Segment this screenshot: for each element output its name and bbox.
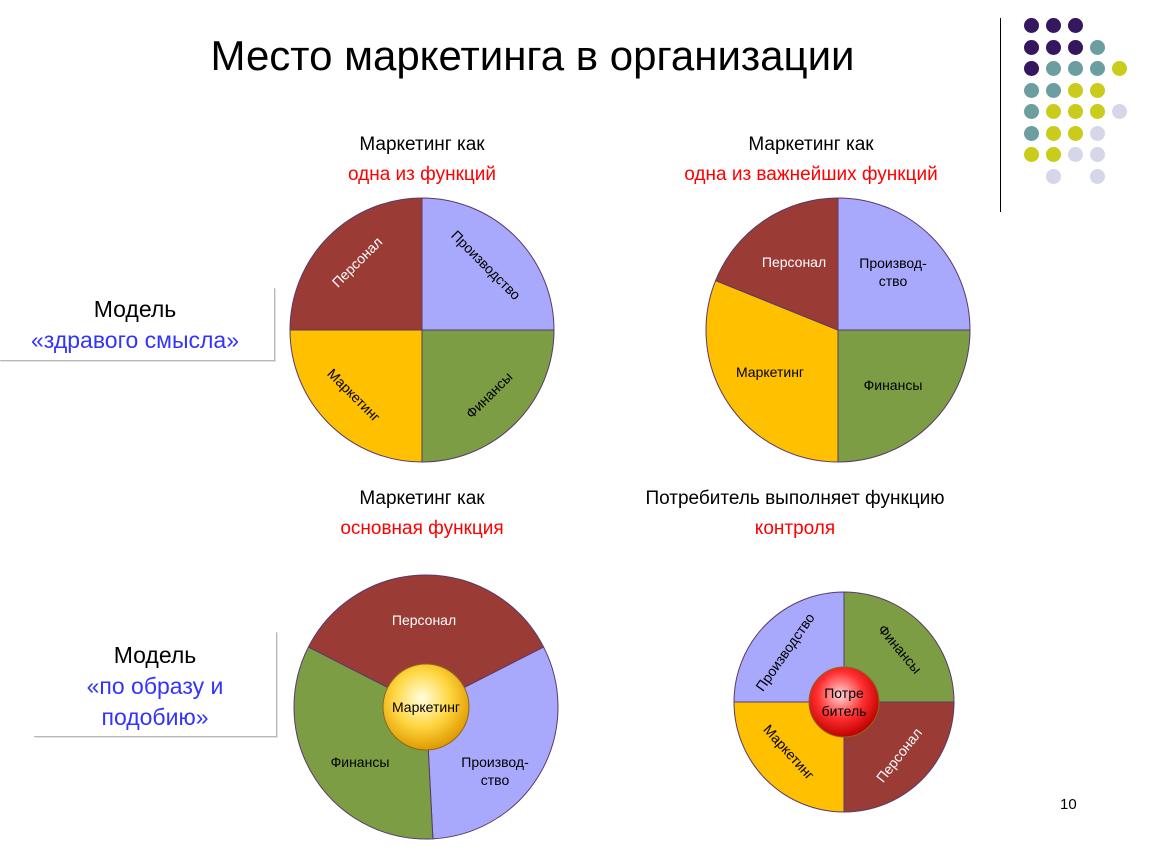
decoration-dot: [1090, 168, 1105, 184]
decoration-dot: [1024, 82, 1039, 98]
decoration-dot: [1046, 168, 1061, 184]
model-1-box: [0, 288, 275, 361]
diagram-3-label-personnel: Персонал: [392, 612, 456, 628]
diagram-2-slice-marketing: [705, 279, 839, 463]
diagram-3-caption-line1: Маркетинг как: [359, 488, 485, 509]
page-number: 10: [1060, 796, 1077, 813]
model-2-line1: Модель: [113, 642, 197, 668]
diagram-2-slice-finance: [837, 329, 971, 463]
decoration-dot: [1024, 39, 1039, 55]
decoration-dot: [1024, 104, 1039, 119]
decoration-dot: [1068, 18, 1083, 33]
decoration-dot: [1046, 125, 1061, 141]
decoration-dot: [1068, 61, 1083, 76]
diagram-4-slice-marketing: [733, 701, 845, 813]
decoration-dot: [1090, 82, 1105, 98]
decoration-dot: [1024, 147, 1039, 162]
diagram-1-slice-personnel: [289, 197, 423, 331]
diagram-1-slice-marketing: [289, 329, 423, 463]
model-2-box: [34, 632, 277, 737]
divider-line: [1000, 18, 1001, 212]
diagram-2-label-finance: Финансы: [864, 377, 923, 393]
decoration-dot: [1046, 104, 1061, 119]
decoration-dot: [1068, 125, 1083, 141]
model-1-line2: «здравого смысла»: [31, 327, 239, 353]
decoration-dot: [1024, 18, 1039, 33]
diagram-4-label-consumer: Потре битель: [822, 685, 867, 719]
decoration-dot: [1068, 39, 1083, 55]
decoration-dot: [1090, 147, 1105, 162]
diagram-2-slice-production: [837, 197, 971, 331]
diagram-3-label-marketing: Маркетинг: [392, 699, 460, 715]
diagram-4-center-consumer: [808, 666, 880, 738]
diagram-4-caption-line1: Потребитель выполняет функцию: [645, 488, 945, 509]
diagram-2-label-marketing: Маркетинг: [736, 364, 804, 380]
diagram-3-label-finance: Финансы: [331, 754, 390, 770]
diagram-2-caption-line2: одна из важнейших функций: [684, 164, 938, 185]
decoration-dot: [1046, 147, 1061, 162]
decoration-dot: [1046, 18, 1061, 33]
diagram-4-caption: Потребитель выполняет функцию контроля: [600, 484, 990, 544]
decoration-dot: [1024, 61, 1039, 76]
decoration-dot: [1112, 61, 1127, 76]
diagram-3-caption: Маркетинг как основная функция: [272, 484, 572, 544]
diagram-1-slice-production: [421, 197, 555, 331]
diagram-4-slice-production: [733, 591, 845, 703]
diagram-2-label-production: Производ-ство: [859, 255, 927, 289]
decoration-dot: [1090, 104, 1105, 119]
page-title: Место маркетинга в организации: [210, 32, 855, 79]
diagram-4-slice-personnel: [843, 701, 955, 813]
model-1-label: Модель «здравого смысла»: [0, 294, 270, 356]
decoration-dot: [1090, 61, 1105, 76]
diagram-1-caption: Маркетинг как одна из функций: [272, 130, 572, 190]
diagram-4-caption-line2: контроля: [754, 518, 836, 539]
model-2-line2: «по образу и подобию»: [86, 673, 224, 730]
decoration-dot: [1068, 147, 1083, 162]
decoration-dot: [1046, 61, 1061, 76]
decoration-dot: [1024, 125, 1039, 141]
diagram-2-label-personnel: Персонал: [762, 254, 826, 270]
diagram-2-caption-line1: Маркетинг как: [748, 134, 874, 155]
decoration-dot: [1068, 104, 1083, 119]
decoration-dot: [1090, 39, 1105, 55]
decoration-dot: [1068, 82, 1083, 98]
diagram-3-label-production: Производ-ство: [461, 754, 529, 788]
diagram-3-center-marketing: [382, 663, 470, 751]
diagram-1-slice-finance: [421, 329, 555, 463]
diagram-2-caption: Маркетинг как одна из важнейших функций: [630, 130, 992, 190]
diagram-2-slice-personnel: [714, 197, 839, 331]
decoration-dot: [1112, 104, 1127, 119]
diagram-3-caption-line2: основная функция: [340, 518, 504, 539]
diagram-1-caption-line2: одна из функций: [347, 164, 496, 185]
model-1-line1: Модель: [93, 296, 177, 322]
decoration-dot: [1046, 82, 1061, 98]
diagram-4-slice-finance: [843, 591, 955, 703]
decoration-dot: [1046, 39, 1061, 55]
model-2-label: Модель «по образу и подобию»: [40, 640, 270, 733]
decoration-dot: [1090, 125, 1105, 141]
diagram-3-slice-personnel: [307, 574, 545, 708]
diagram-1-caption-line1: Маркетинг как: [359, 134, 485, 155]
